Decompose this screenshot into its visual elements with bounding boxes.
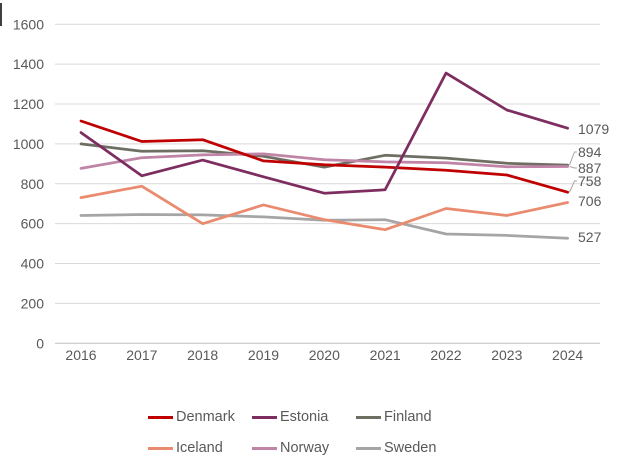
end-value-label-denmark: 758 <box>578 173 602 189</box>
legend-label-finland: Finland <box>384 409 432 425</box>
legend-item-norway[interactable]: Norway <box>252 438 356 458</box>
y-axis-tick-label: 200 <box>21 295 45 311</box>
chart-legend: Denmark Estonia Finland Iceland Norway Sweden <box>148 407 620 458</box>
legend-row: Denmark Estonia Finland <box>148 407 620 427</box>
end-value-label-estonia: 1079 <box>578 121 609 137</box>
series-line-norway <box>79 152 569 170</box>
legend-marker-finland <box>356 415 381 419</box>
legend-item-denmark[interactable]: Denmark <box>148 407 252 427</box>
x-axis-tick-label: 2023 <box>491 347 522 363</box>
legend-row: Iceland Norway Sweden <box>148 438 620 458</box>
x-axis-tick-label: 2018 <box>187 347 218 363</box>
legend-marker-estonia <box>252 415 277 419</box>
legend-label-norway: Norway <box>280 440 330 456</box>
y-axis-tick-label: 800 <box>21 176 45 192</box>
end-label-leader-denmark <box>569 180 577 193</box>
legend-label-iceland: Iceland <box>176 440 223 456</box>
line-chart-plot-area: 0 200 400 600 800 1000 1200 1400 1600 2016 2017 201… <box>13 16 610 363</box>
x-axis-tick-label: 2022 <box>430 347 461 363</box>
y-axis-tick-label: 1200 <box>13 96 44 112</box>
series-line-iceland <box>79 184 569 232</box>
y-axis-tick-label: 1600 <box>13 16 44 32</box>
legend-marker-iceland <box>148 446 173 450</box>
legend-item-estonia[interactable]: Estonia <box>252 407 356 427</box>
legend-item-sweden[interactable]: Sweden <box>356 438 460 458</box>
x-axis-tick-label: 2019 <box>248 347 279 363</box>
legend-item-finland[interactable]: Finland <box>356 407 460 427</box>
legend-marker-norway <box>252 446 277 450</box>
end-label-leader-finland <box>569 151 577 166</box>
legend-marker-sweden <box>356 446 381 450</box>
x-axis-tick-label: 2020 <box>309 347 340 363</box>
legend-marker-denmark <box>148 415 173 419</box>
y-axis-tick-label: 1000 <box>13 136 44 152</box>
end-value-label-iceland: 706 <box>578 193 602 209</box>
y-axis-tick-label: 1400 <box>13 56 44 72</box>
end-value-label-norway: 887 <box>578 160 602 176</box>
x-axis-tick-label: 2017 <box>126 347 157 363</box>
y-axis-tick-label: 600 <box>21 216 45 232</box>
x-axis-tick-label: 2021 <box>370 347 401 363</box>
x-axis-tick-label: 2016 <box>65 347 96 363</box>
legend-label-estonia: Estonia <box>280 409 329 425</box>
legend-item-iceland[interactable]: Iceland <box>148 438 252 458</box>
end-label-leader-norway <box>569 166 577 169</box>
legend-label-sweden: Sweden <box>384 440 437 456</box>
series-line-estonia <box>79 71 569 195</box>
series-line-denmark <box>79 119 569 194</box>
series-line-finland <box>79 142 569 169</box>
y-axis-tick-label: 400 <box>21 256 45 272</box>
end-value-label-sweden: 527 <box>578 229 602 245</box>
series-line-sweden <box>79 213 569 240</box>
legend-label-denmark: Denmark <box>176 409 235 425</box>
screen-edge-artifact <box>0 3 2 26</box>
y-axis-tick-label: 0 <box>36 335 44 351</box>
end-value-label-finland: 894 <box>578 144 602 160</box>
x-axis-tick-label: 2024 <box>552 347 583 363</box>
